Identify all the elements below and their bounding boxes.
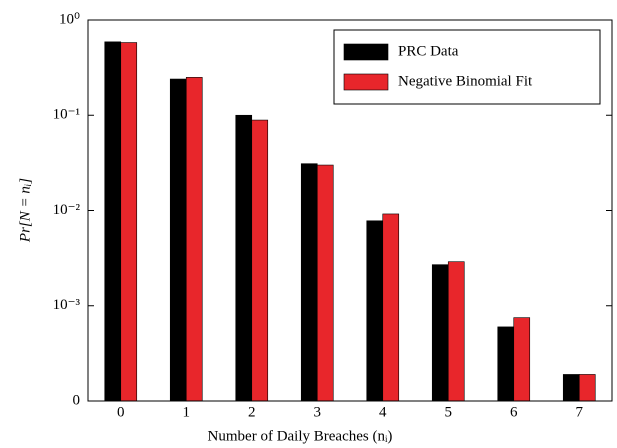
bar [169, 78, 187, 402]
bar [431, 264, 449, 402]
plot-frame [87, 19, 613, 402]
bar [513, 317, 531, 402]
y-tick-label: 0 [73, 392, 81, 408]
bar [497, 326, 515, 402]
x-tick-label: 6 [510, 404, 518, 420]
x-tick-label: 1 [183, 404, 191, 420]
bar [120, 42, 138, 402]
bar [366, 220, 384, 402]
bar [251, 119, 269, 402]
bar [447, 261, 465, 402]
legend-swatch [343, 73, 389, 91]
bar [382, 213, 400, 402]
bar [185, 77, 203, 402]
bar [316, 164, 334, 402]
bar [562, 374, 580, 402]
x-tick-label: 2 [248, 404, 256, 420]
y-tick-label: 10⁰ [59, 11, 80, 27]
legend-swatch [343, 43, 389, 61]
y-tick-label: 10⁻¹ [53, 107, 80, 123]
bar [104, 41, 122, 402]
y-tick-label: 10⁻² [53, 202, 81, 218]
legend-label: Negative Binomial Fit [398, 73, 533, 89]
x-tick-label: 4 [379, 404, 387, 420]
legend-label: PRC Data [398, 43, 459, 59]
bar [235, 114, 253, 402]
x-tick-label: 5 [445, 404, 453, 420]
x-tick-label: 3 [314, 404, 322, 420]
x-axis-label: Number of Daily Breaches (nᵢ) [208, 428, 393, 444]
y-tick-label: 10⁻³ [53, 297, 81, 313]
bar [578, 374, 596, 402]
x-tick-label: 0 [117, 404, 125, 420]
y-axis-label: Pr[N = nᵢ] [17, 178, 33, 243]
x-tick-label: 7 [576, 404, 584, 420]
legend-box [333, 29, 601, 105]
bar [300, 163, 318, 402]
